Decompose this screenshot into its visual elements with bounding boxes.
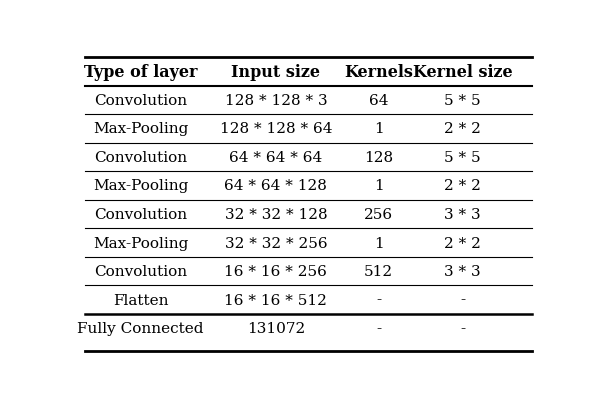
Text: 1: 1 [374,236,383,250]
Text: 64 * 64 * 128: 64 * 64 * 128 [225,179,327,193]
Text: Fully Connected: Fully Connected [77,321,204,335]
Text: -: - [376,321,381,335]
Text: Kernels: Kernels [344,64,413,81]
Text: -: - [460,321,465,335]
Text: 256: 256 [364,207,393,222]
Text: 3 * 3: 3 * 3 [444,207,481,222]
Text: 1: 1 [374,122,383,136]
Text: Max-Pooling: Max-Pooling [93,122,188,136]
Text: 16 * 16 * 256: 16 * 16 * 256 [225,264,327,278]
Text: 2 * 2: 2 * 2 [444,236,481,250]
Text: Convolution: Convolution [94,151,187,164]
Text: Convolution: Convolution [94,94,187,108]
Text: 512: 512 [364,264,393,278]
Text: -: - [460,293,465,307]
Text: 5 * 5: 5 * 5 [444,94,481,108]
Text: 131072: 131072 [247,321,305,335]
Text: 2 * 2: 2 * 2 [444,179,481,193]
Text: 32 * 32 * 128: 32 * 32 * 128 [225,207,327,222]
Text: 128 * 128 * 64: 128 * 128 * 64 [220,122,332,136]
Text: Convolution: Convolution [94,264,187,278]
Text: 3 * 3: 3 * 3 [444,264,481,278]
Text: Max-Pooling: Max-Pooling [93,236,188,250]
Text: 1: 1 [374,179,383,193]
Text: 32 * 32 * 256: 32 * 32 * 256 [225,236,327,250]
Text: 128: 128 [364,151,393,164]
Text: 128 * 128 * 3: 128 * 128 * 3 [225,94,327,108]
Text: 64: 64 [369,94,388,108]
Text: 64 * 64 * 64: 64 * 64 * 64 [229,151,323,164]
Text: 16 * 16 * 512: 16 * 16 * 512 [225,293,327,307]
Text: Input size: Input size [231,64,320,81]
Text: Kernel size: Kernel size [413,64,512,81]
Text: 5 * 5: 5 * 5 [444,151,481,164]
Text: Max-Pooling: Max-Pooling [93,179,188,193]
Text: -: - [376,293,381,307]
Text: 2 * 2: 2 * 2 [444,122,481,136]
Text: Convolution: Convolution [94,207,187,222]
Text: Flatten: Flatten [113,293,169,307]
Text: Type of layer: Type of layer [84,64,197,81]
